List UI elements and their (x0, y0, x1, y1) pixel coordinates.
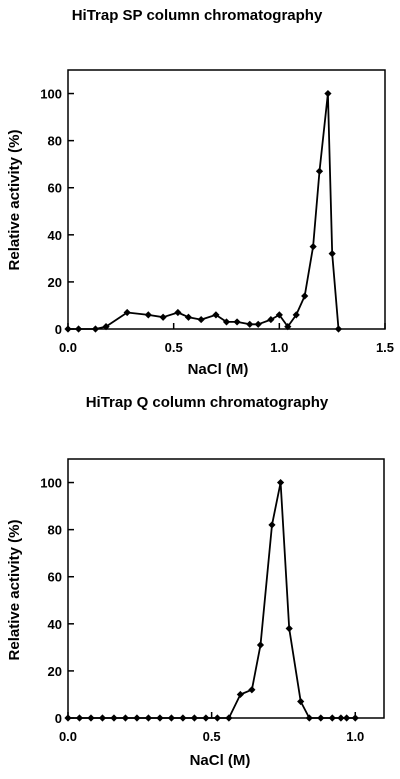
y-tick-label: 20 (48, 275, 62, 290)
x-axis-label: NaCl (M) (188, 361, 249, 378)
data-point (212, 311, 220, 319)
data-point (236, 690, 244, 699)
data-point (285, 624, 293, 633)
series-line (68, 92, 340, 330)
x-axis-label: NaCl (M) (190, 752, 251, 769)
data-point (184, 313, 193, 321)
data-point (110, 714, 118, 722)
data-point (102, 323, 110, 331)
x-tick-label: 1.5 (376, 340, 394, 355)
data-point (121, 714, 130, 722)
plot-marks (64, 478, 359, 722)
data-point (233, 318, 241, 326)
data-point (309, 242, 317, 251)
y-tick-label: 60 (48, 570, 62, 585)
data-point (268, 521, 276, 529)
data-point (328, 714, 336, 722)
data-point (337, 714, 345, 722)
data-point (305, 714, 313, 722)
data-point (256, 641, 265, 649)
plot-frame (67, 458, 385, 719)
data-point (91, 325, 100, 333)
data-point (202, 714, 210, 722)
data-point (98, 714, 107, 722)
chart-q-column: HiTrap Q column chromatography 0.0 0.5 1.0… (6, 394, 385, 769)
y-axis-label: Relative activity (%) (6, 130, 23, 271)
data-point (301, 292, 309, 300)
data-point (144, 311, 152, 319)
plot-marks (64, 89, 343, 333)
y-tick-label: 60 (48, 181, 62, 196)
data-point (248, 686, 256, 694)
axis-ticks: 0.0 0.5 1.0 1.5 0 20 40 60 80 100 (40, 87, 394, 355)
x-tick-label: 1.0 (346, 729, 364, 744)
chart-title: HiTrap SP column chromatography (72, 7, 323, 24)
y-tick-label: 100 (40, 87, 62, 102)
y-tick-label: 40 (48, 228, 62, 243)
data-point (254, 320, 262, 328)
data-point (174, 308, 182, 317)
plot-frame (67, 69, 386, 330)
data-point (267, 315, 275, 324)
y-tick-label: 40 (48, 617, 62, 632)
data-point (75, 714, 84, 722)
x-tick-label: 0.5 (165, 340, 183, 355)
data-point (74, 325, 83, 333)
x-tick-label: 0.0 (59, 729, 77, 744)
data-point (246, 320, 254, 328)
data-point (292, 311, 300, 319)
data-point (123, 308, 131, 317)
y-tick-label: 0 (55, 711, 62, 726)
data-point (343, 714, 351, 722)
data-point (324, 89, 332, 98)
y-tick-label: 100 (40, 476, 62, 491)
data-point (276, 478, 285, 487)
x-tick-label: 1.0 (270, 340, 288, 355)
y-axis-label: Relative activity (%) (6, 520, 23, 661)
data-point (159, 313, 167, 321)
y-tick-label: 20 (48, 664, 62, 679)
axis-ticks: 0.0 0.5 1.0 0 20 40 60 80 100 (40, 476, 364, 744)
data-point (297, 697, 305, 706)
y-tick-label: 80 (48, 523, 62, 538)
data-point (133, 714, 141, 722)
x-tick-label: 0.5 (203, 729, 221, 744)
series-line (68, 481, 356, 719)
data-point (275, 311, 283, 319)
data-point (87, 714, 95, 722)
data-point (144, 714, 153, 722)
data-point (190, 714, 198, 722)
data-point (225, 714, 233, 722)
data-point (179, 714, 187, 722)
data-point (167, 714, 176, 722)
chart-sp-column: HiTrap SP column chromatography 0.0 0.5 1.… (6, 7, 394, 378)
data-point (156, 714, 164, 722)
data-point (284, 323, 292, 331)
data-point (334, 325, 343, 333)
data-point (213, 714, 221, 722)
data-point (317, 714, 325, 722)
data-point (197, 315, 205, 324)
y-tick-label: 80 (48, 134, 62, 149)
data-point (222, 318, 231, 326)
chart-title: HiTrap Q column chromatography (86, 394, 329, 411)
y-tick-label: 0 (55, 322, 62, 337)
x-tick-label: 0.0 (59, 340, 77, 355)
data-point (328, 250, 336, 258)
data-point (315, 167, 324, 175)
